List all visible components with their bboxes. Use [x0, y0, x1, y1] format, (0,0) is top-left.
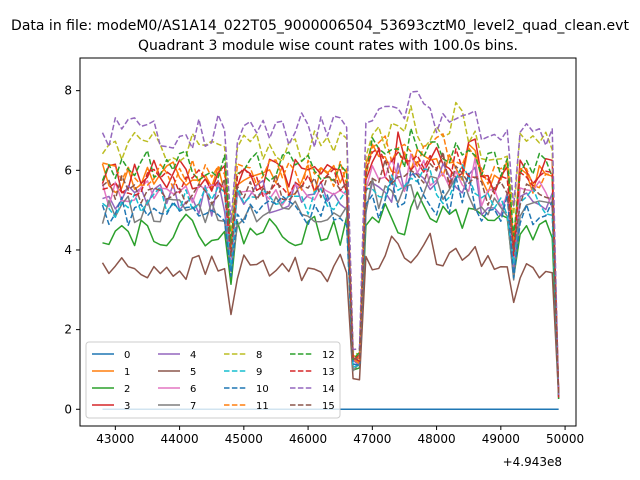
legend-label: 15: [322, 401, 335, 412]
axes-frame: [79, 57, 577, 427]
legend-label: 7: [190, 401, 196, 412]
legend-entry-6: 6: [158, 384, 196, 395]
series-line-2: [102, 191, 560, 396]
series-line-5: [101, 232, 560, 397]
legend-entry-7: 7: [158, 401, 196, 412]
series-line-7: [101, 175, 560, 395]
legend-label: 9: [256, 367, 262, 378]
plot-area: [101, 90, 560, 411]
y-tick-label: 6: [64, 163, 72, 177]
axes: 43000 44000 45000 46000 47000 48000 49000 50000…: [64, 57, 584, 446]
suptitle: Data in file: modeM0/AS1A14_022T05_90000…: [11, 18, 629, 34]
y-tick-label: 2: [64, 323, 72, 337]
legend-label: 8: [256, 350, 262, 361]
legend-entry-10: 10: [224, 384, 269, 395]
series-line-13: [102, 147, 560, 398]
legend-entry-8: 8: [224, 350, 262, 361]
legend-entry-1: 1: [92, 367, 130, 378]
series-line-10: [101, 170, 560, 396]
legend-entry-0: 0: [92, 350, 130, 361]
legend-label: 5: [190, 367, 196, 378]
series-line-9: [102, 164, 560, 398]
legend-label: 1: [124, 367, 130, 378]
legend-label: 14: [322, 384, 335, 395]
x-tick-label: 44000: [160, 432, 198, 446]
legend-label: 12: [322, 350, 335, 361]
x-tick-label: 50000: [546, 432, 584, 446]
legend-label: 3: [124, 401, 130, 412]
legend-label: 4: [190, 350, 196, 361]
series-line-14: [101, 90, 560, 397]
x-tick-label: 49000: [482, 432, 520, 446]
legend-entry-2: 2: [92, 384, 130, 395]
legend-label: 0: [124, 350, 130, 361]
chart-title: Quadrant 3 module wise count rates with …: [138, 38, 518, 54]
legend-label: 11: [256, 401, 269, 412]
y-tick-label: 0: [64, 402, 72, 416]
y-tick-label: 4: [64, 243, 72, 257]
x-tick-label: 46000: [289, 432, 327, 446]
series-line-1: [101, 143, 560, 397]
legend-label: 2: [124, 384, 130, 395]
legend-entry-13: 13: [290, 367, 335, 378]
x-tick-label: 47000: [353, 432, 391, 446]
series-line-12: [101, 127, 560, 399]
legend-box: [85, 341, 341, 419]
x-offset-label: +4.943e8: [503, 455, 562, 469]
legend-entry-3: 3: [92, 401, 130, 412]
legend-entry-12: 12: [290, 350, 335, 361]
legend-entry-15: 15: [290, 401, 335, 412]
series-line-15: [101, 151, 560, 395]
series-line-8: [101, 101, 560, 399]
legend-entry-14: 14: [290, 384, 335, 395]
legend-entry-9: 9: [224, 367, 262, 378]
x-tick-label: 48000: [417, 432, 455, 446]
legend-entry-11: 11: [224, 401, 269, 412]
y-tick-label: 8: [64, 84, 72, 98]
legend-label: 6: [190, 384, 196, 395]
x-tick-label: 45000: [225, 432, 263, 446]
legend-entry-5: 5: [158, 367, 196, 378]
legend-label: 13: [322, 367, 335, 378]
legend-entry-4: 4: [158, 350, 196, 361]
x-tick-label: 43000: [96, 432, 134, 446]
legend-label: 10: [256, 384, 269, 395]
series-line-4: [102, 162, 560, 399]
series-lines: [101, 90, 560, 411]
